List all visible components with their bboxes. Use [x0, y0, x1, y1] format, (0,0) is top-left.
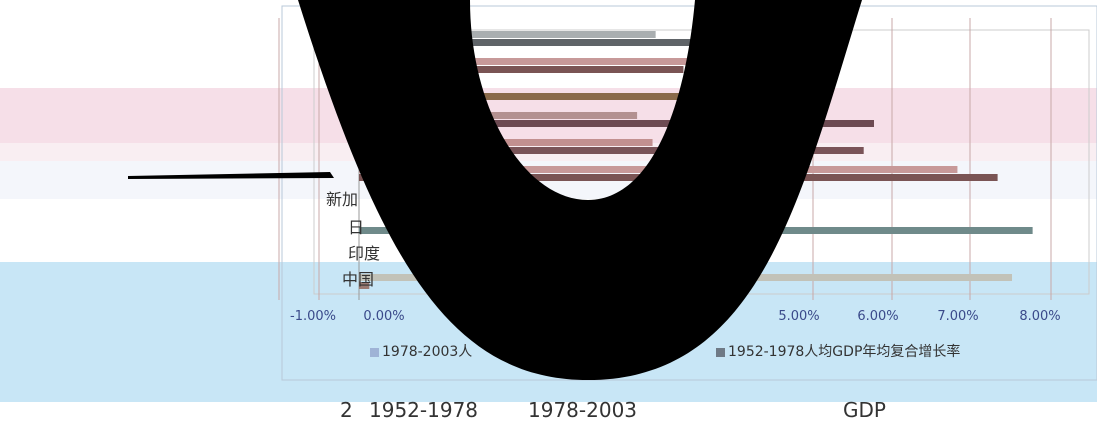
category-label: 新加: [326, 190, 358, 209]
x-tick-label: 7.00%: [937, 309, 978, 324]
black-occluding-shape: [298, 0, 862, 380]
legend-swatch: [370, 348, 379, 357]
bar: [359, 93, 798, 100]
bar: [359, 120, 874, 127]
legend-swatch: [716, 348, 725, 357]
x-tick-label: 5.00%: [778, 309, 819, 324]
bar: [359, 282, 370, 289]
caption-period-a: 1952-1978: [369, 398, 479, 422]
caption-number: 2: [340, 398, 353, 422]
bar: [359, 31, 656, 38]
bar: [359, 58, 692, 65]
x-tick-label: 0.00%: [363, 309, 404, 324]
chart-frame: [281, 5, 1097, 381]
bar: [359, 39, 700, 46]
caption-metric: GDP: [843, 398, 886, 422]
caption-period-b: 1978-2003: [528, 398, 638, 422]
legend-label: 1952-1978人均GDP年均复合增长率: [728, 343, 960, 360]
black-streak-line: [128, 172, 334, 179]
x-tick-label: -1.00%: [290, 309, 336, 324]
x-tick-label: 6.00%: [857, 309, 898, 324]
bar: [359, 66, 684, 73]
bar: [359, 147, 864, 154]
category-label: 中国: [342, 270, 374, 289]
category-label: 印度: [348, 244, 380, 263]
category-label: 日: [348, 218, 364, 237]
figure-caption: 2 1952-1978 1978-2003 GDP: [0, 398, 1097, 422]
x-tick-label: 8.00%: [1019, 309, 1060, 324]
legend-label: 1978-2003人: [382, 344, 472, 360]
bar: [359, 112, 638, 119]
